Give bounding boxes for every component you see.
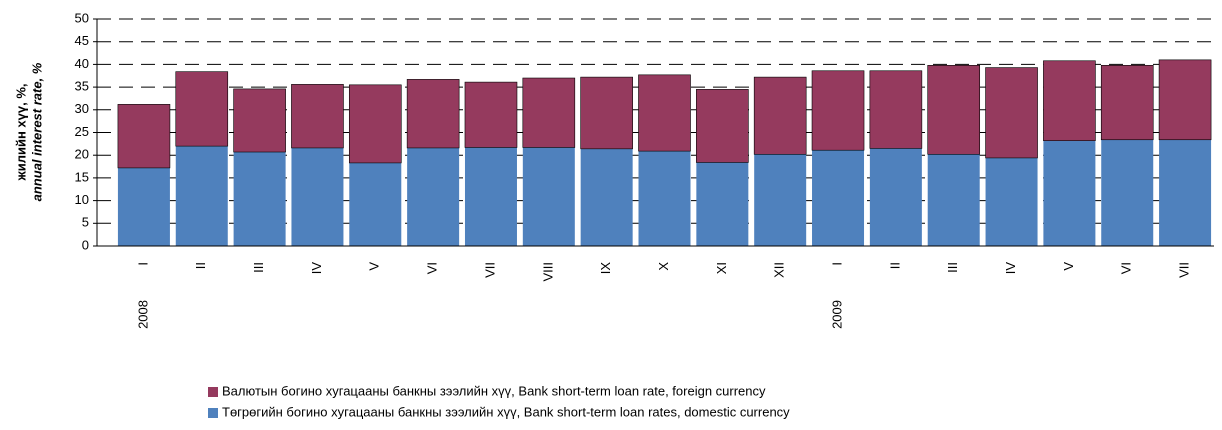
bar-segment	[927, 65, 981, 155]
y-tick-label: 25	[75, 124, 89, 139]
x-tick-label: X	[656, 262, 671, 271]
bar-segment	[291, 84, 344, 149]
x-year-label: 2009	[829, 300, 844, 329]
bar-segment	[233, 152, 286, 246]
bar-segment	[233, 88, 286, 153]
bar-segment	[1158, 59, 1212, 141]
bar-segment	[638, 151, 691, 246]
legend-swatch	[208, 387, 218, 397]
y-tick-label: 35	[75, 79, 89, 94]
bar-segment	[753, 76, 807, 155]
y-tick-label: 0	[82, 237, 89, 252]
x-tick-label: V	[1061, 262, 1076, 271]
x-tick-label: XI	[714, 262, 729, 274]
bar-segment	[927, 154, 980, 246]
bar-segment	[638, 74, 691, 152]
y-axis-title: жилийн хүү, %, annual interest rate, %	[13, 62, 44, 201]
x-tick-label: VII	[1177, 262, 1192, 278]
bar-segment	[696, 162, 749, 246]
bar-segment	[580, 76, 633, 150]
bar-segment	[349, 162, 402, 246]
bar-segment	[407, 147, 460, 246]
bar-segment	[812, 150, 865, 246]
y-tick-label: 45	[75, 33, 89, 48]
y-tick-label: 50	[75, 10, 89, 25]
x-tick-label: VIII	[540, 262, 555, 282]
bar-segment	[754, 154, 807, 246]
bar-segment	[406, 79, 460, 149]
bar-segment	[464, 147, 517, 246]
y-tick-label: 40	[75, 56, 89, 71]
x-tick-label: VII	[482, 262, 497, 278]
bar-segment	[869, 148, 922, 246]
bar-segment	[1043, 140, 1096, 246]
bar-segment	[117, 167, 170, 246]
y-label-line: annual interest rate, %	[29, 62, 44, 201]
bar-segment	[869, 70, 923, 149]
x-tick-label: II	[193, 262, 208, 269]
bar-segment	[522, 77, 576, 148]
y-tick-label: 15	[75, 169, 89, 184]
x-tick-label: I	[135, 262, 150, 266]
y-tick-label: 30	[75, 101, 89, 116]
y-tick-label: 10	[75, 192, 89, 207]
bar-segment	[522, 147, 575, 246]
bar-segment	[1101, 139, 1154, 246]
legend-swatch	[208, 408, 218, 418]
y-tick-label: 20	[75, 147, 89, 162]
bar-segment	[696, 89, 749, 163]
bar-segment	[117, 104, 171, 169]
x-tick-label: III	[945, 262, 960, 273]
x-tick-label: VI	[1119, 262, 1134, 274]
bar-segment	[1043, 60, 1096, 141]
x-tick-label: IX	[598, 262, 613, 275]
bar-segment	[175, 71, 229, 147]
x-tick-label: XII	[772, 262, 787, 278]
bar-segment	[1159, 139, 1212, 246]
bar-segment	[348, 84, 402, 164]
bar-segment	[175, 146, 228, 246]
bar-segment	[580, 148, 633, 246]
x-tick-label: II	[887, 262, 902, 269]
x-tick-label: I	[829, 262, 844, 266]
x-tick-label: IV	[309, 262, 324, 275]
y-tick-label: 5	[82, 215, 89, 230]
bar-segment	[985, 157, 1038, 246]
bar-segment	[811, 70, 865, 151]
x-tick-label: III	[251, 262, 266, 273]
x-tick-label: V	[367, 262, 382, 271]
y-label-line: жилийн хүү, %,	[13, 84, 28, 182]
legend-label: Төгрөгийн богино хугацааны банкны зээлий…	[222, 404, 790, 419]
bar-segment	[1100, 65, 1154, 141]
bar-segment	[291, 147, 344, 246]
bar-segment	[985, 67, 1038, 159]
x-tick-label: VI	[425, 262, 440, 274]
bar-segment	[464, 81, 518, 148]
legend-label: Валютын богино хугацааны банкны зээлийн …	[222, 383, 766, 398]
x-year-label: 2008	[135, 300, 150, 329]
x-tick-label: IV	[1003, 262, 1018, 275]
